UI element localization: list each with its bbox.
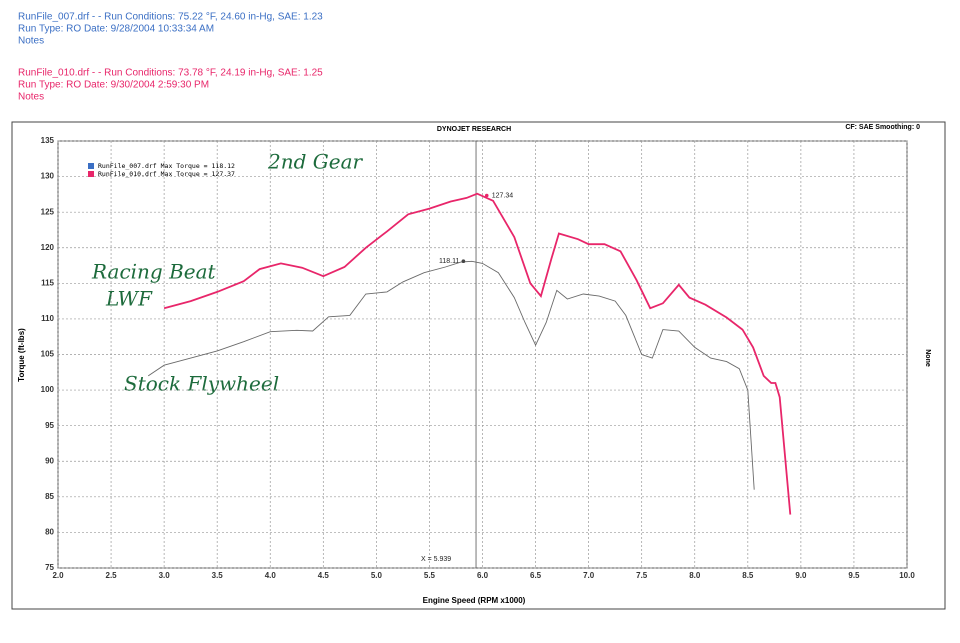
y-tick-label: 125 bbox=[41, 207, 55, 216]
y-tick-label: 120 bbox=[41, 243, 55, 252]
y-tick-label: 135 bbox=[41, 136, 55, 145]
x-tick-label: 3.0 bbox=[159, 571, 171, 580]
legend-swatch bbox=[88, 171, 94, 177]
chart-frame bbox=[11, 121, 946, 610]
x-tick-label: 8.0 bbox=[689, 571, 701, 580]
y-tick-label: 75 bbox=[45, 563, 54, 572]
y-tick-label: 115 bbox=[41, 278, 54, 287]
handwritten-note: Stock Flywheel bbox=[124, 372, 279, 396]
legend-swatch bbox=[88, 163, 94, 169]
run2-line: RunFile_010.drf - - Run Conditions: 73.7… bbox=[18, 68, 323, 79]
y-tick-label: 100 bbox=[41, 385, 55, 394]
x-tick-label: 5.0 bbox=[371, 571, 383, 580]
x-tick-label: 6.5 bbox=[530, 571, 542, 580]
run1-line: RunFile_007.drf - - Run Conditions: 75.2… bbox=[18, 12, 323, 23]
x-axis-label: Engine Speed (RPM x1000) bbox=[423, 596, 526, 605]
y-tick-label: 105 bbox=[41, 350, 55, 359]
x-tick-label: 5.5 bbox=[424, 571, 436, 580]
legend-label: RunFile_010.drf Max Torque = 127.37 bbox=[98, 170, 235, 178]
run1-line: Run Type: RO Date: 9/28/2004 10:33:34 AM bbox=[18, 24, 214, 35]
y-tick-label: 130 bbox=[41, 172, 55, 181]
y-tick-label: 85 bbox=[45, 492, 54, 501]
run2-line: Run Type: RO Date: 9/30/2004 2:59:30 PM bbox=[18, 80, 209, 91]
handwritten-note: 2nd Gear bbox=[267, 150, 364, 174]
y-axis-label: Torque (ft-lbs) bbox=[17, 328, 26, 382]
x-tick-label: 4.5 bbox=[318, 571, 330, 580]
point-label: 127.34 bbox=[492, 192, 514, 199]
point-marker bbox=[484, 193, 489, 198]
x-tick-label: 8.5 bbox=[742, 571, 754, 580]
x-tick-label: 6.0 bbox=[477, 571, 489, 580]
point-label: 118.11 bbox=[439, 258, 459, 265]
x-tick-label: 7.0 bbox=[583, 571, 595, 580]
y-tick-label: 80 bbox=[45, 528, 54, 537]
chart-title: DYNOJET RESEARCH bbox=[437, 126, 511, 133]
y-tick-label: 110 bbox=[41, 314, 54, 323]
point-marker bbox=[461, 259, 466, 264]
y2-axis-label: None bbox=[924, 349, 931, 367]
series-line bbox=[147, 260, 755, 490]
cursor-label: X = 5.939 bbox=[421, 556, 451, 563]
run1-line: Notes bbox=[18, 36, 44, 47]
y-tick-label: 95 bbox=[45, 421, 54, 430]
x-tick-label: 4.0 bbox=[265, 571, 277, 580]
x-tick-label: 9.5 bbox=[848, 571, 860, 580]
legend-label: RunFile_007.drf Max Torque = 118.12 bbox=[98, 162, 235, 170]
x-tick-label: 9.0 bbox=[795, 571, 807, 580]
x-tick-label: 7.5 bbox=[636, 571, 648, 580]
series-line bbox=[163, 192, 792, 515]
x-tick-label: 2.0 bbox=[52, 571, 64, 580]
handwritten-note: Racing Beat bbox=[91, 260, 217, 284]
x-tick-label: 2.5 bbox=[106, 571, 118, 580]
y-tick-label: 90 bbox=[45, 456, 54, 465]
run2-line: Notes bbox=[18, 92, 44, 103]
x-tick-label: 10.0 bbox=[899, 571, 915, 580]
x-tick-label: 3.5 bbox=[212, 571, 224, 580]
chart-subtitle: CF: SAE Smoothing: 0 bbox=[845, 124, 920, 131]
handwritten-note: LWF bbox=[105, 287, 153, 311]
